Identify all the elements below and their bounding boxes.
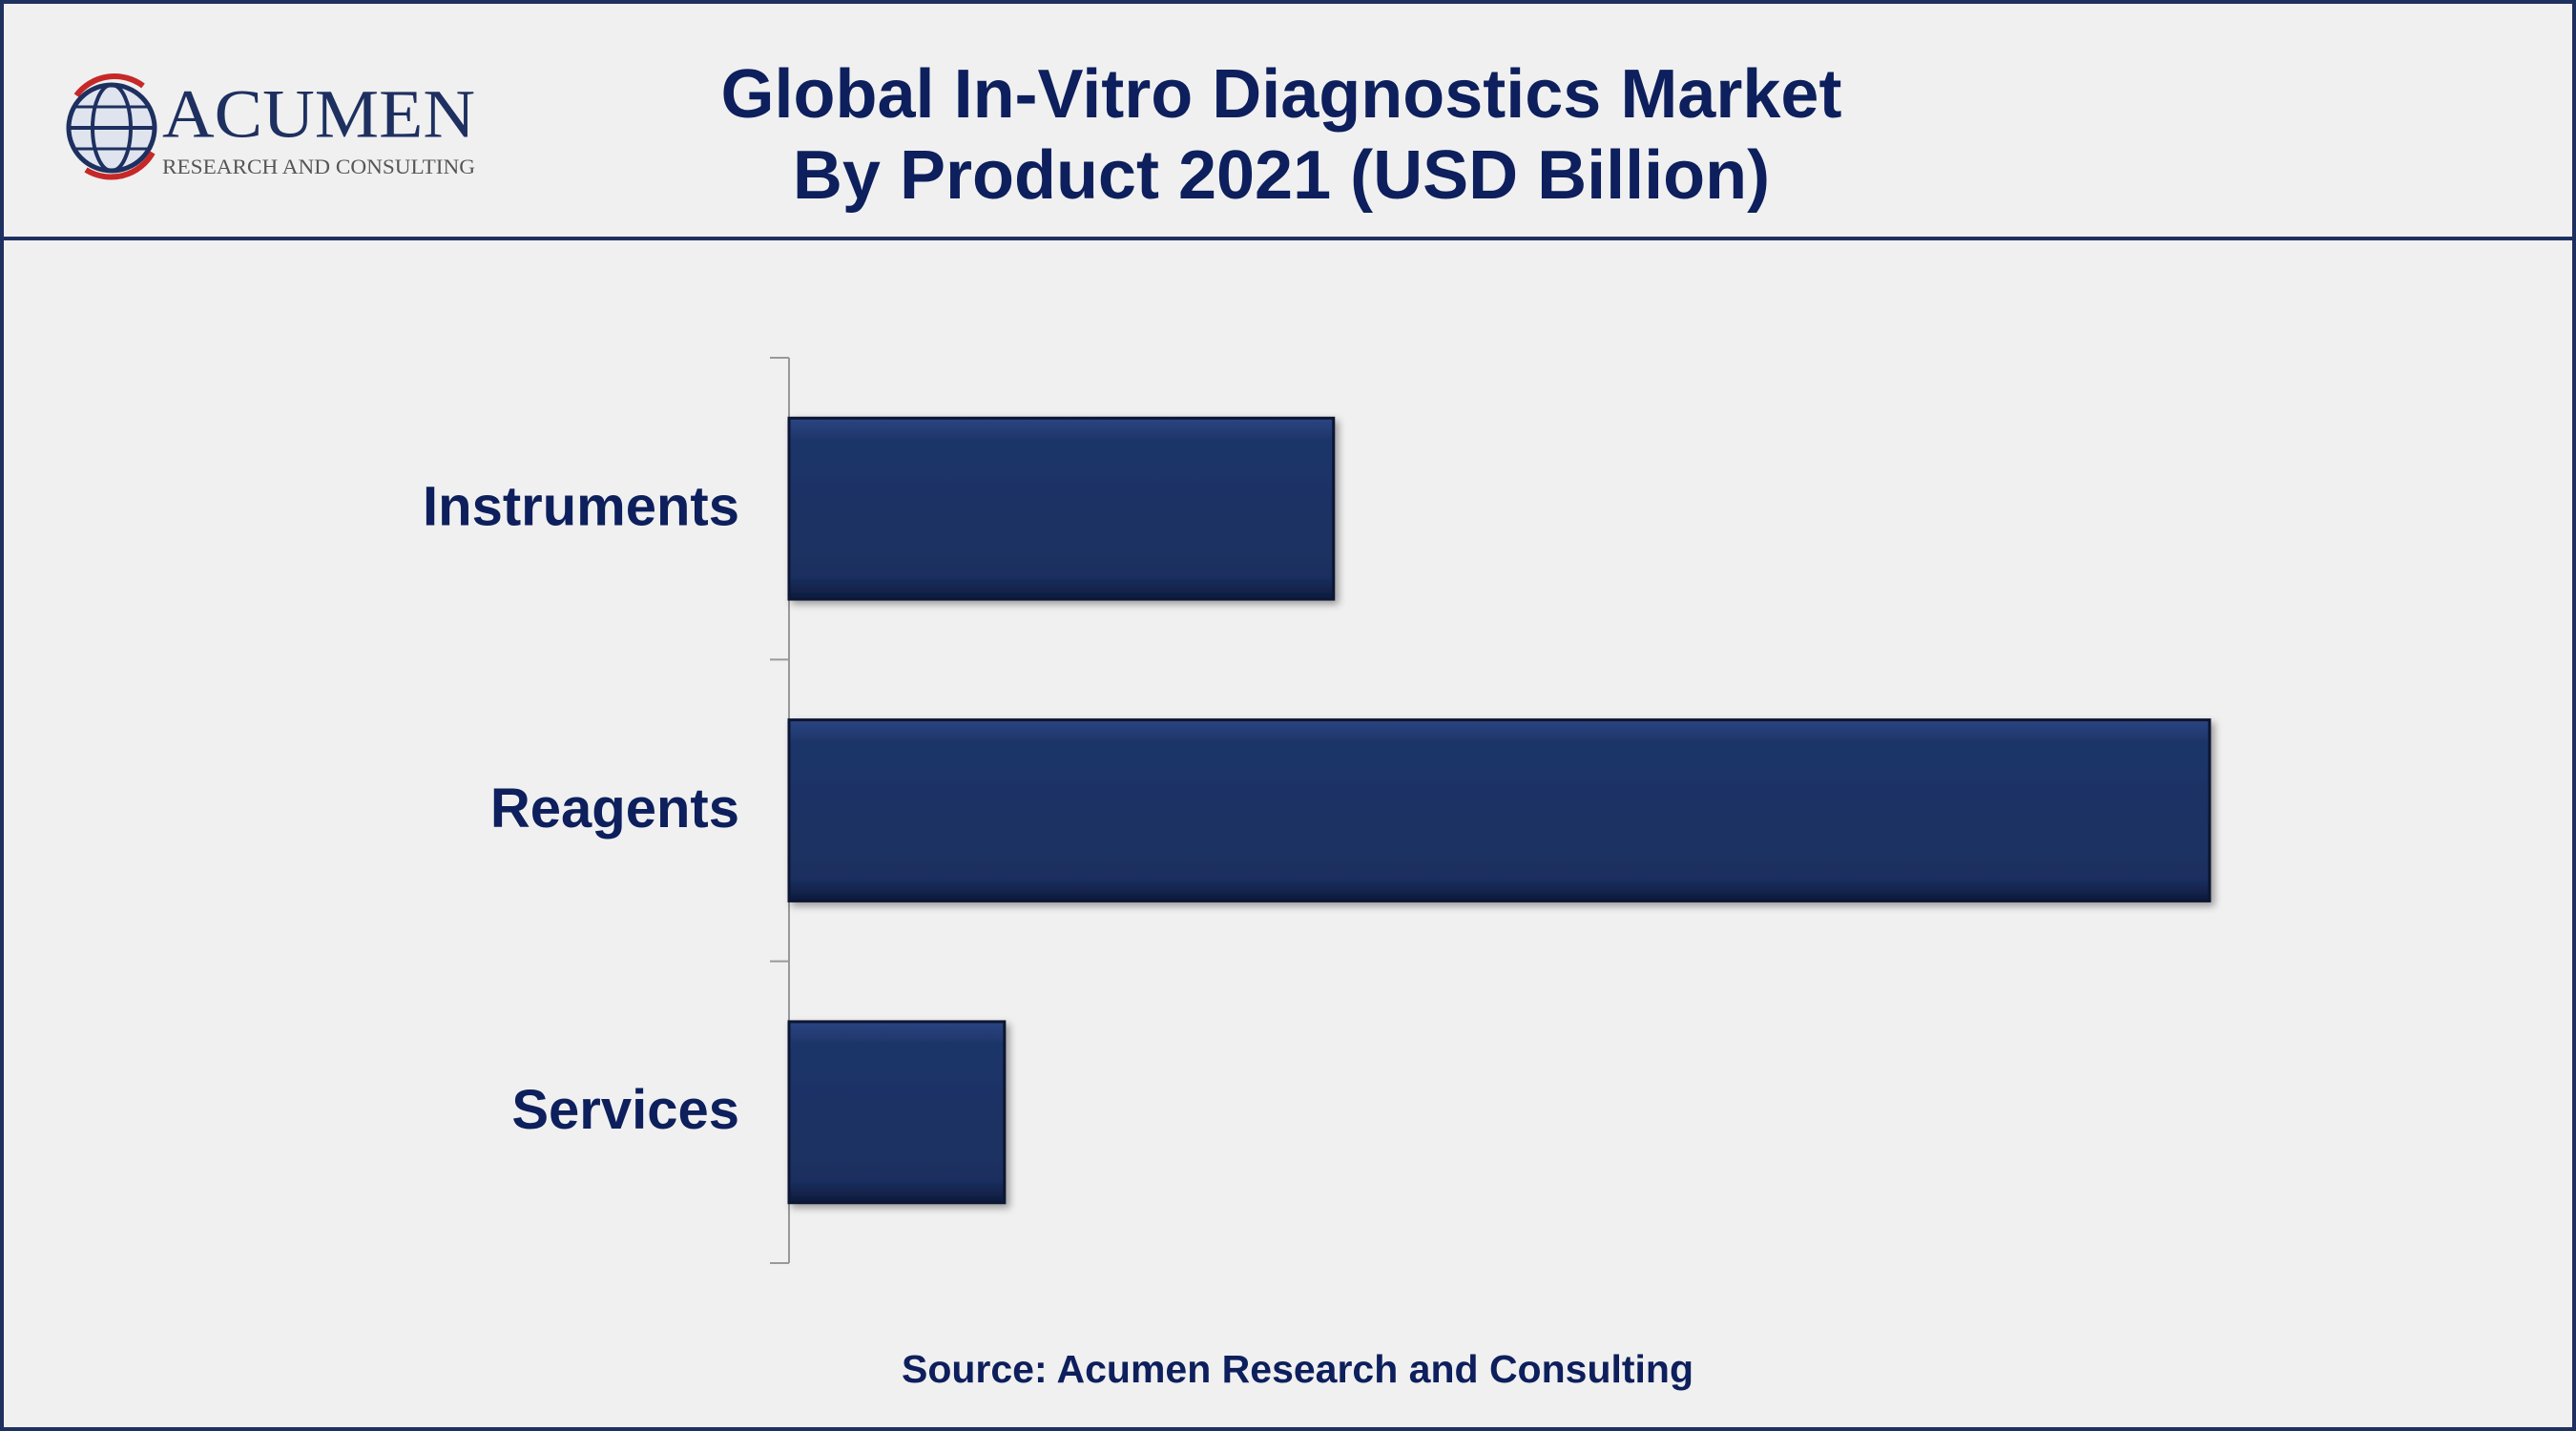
category-label: Instruments — [423, 475, 739, 537]
chart-title: Global In-Vitro Diagnostics Market — [721, 56, 1842, 133]
chart-title: By Product 2021 (USD Billion) — [793, 137, 1770, 214]
logo-swoosh — [73, 73, 145, 97]
category-label: Reagents — [490, 778, 739, 840]
logo-swoosh — [84, 151, 156, 180]
bar — [787, 416, 1336, 601]
logo-name: ACUMEN — [162, 76, 475, 153]
source-note: Source: Acumen Research and Consulting — [902, 1347, 1693, 1391]
logo-tagline: RESEARCH AND CONSULTING — [162, 155, 475, 178]
bar — [787, 718, 2212, 902]
bar — [787, 1020, 1007, 1205]
logo: ACUMEN RESEARCH AND CONSULTING — [66, 73, 475, 180]
category-label: Services — [511, 1079, 739, 1141]
